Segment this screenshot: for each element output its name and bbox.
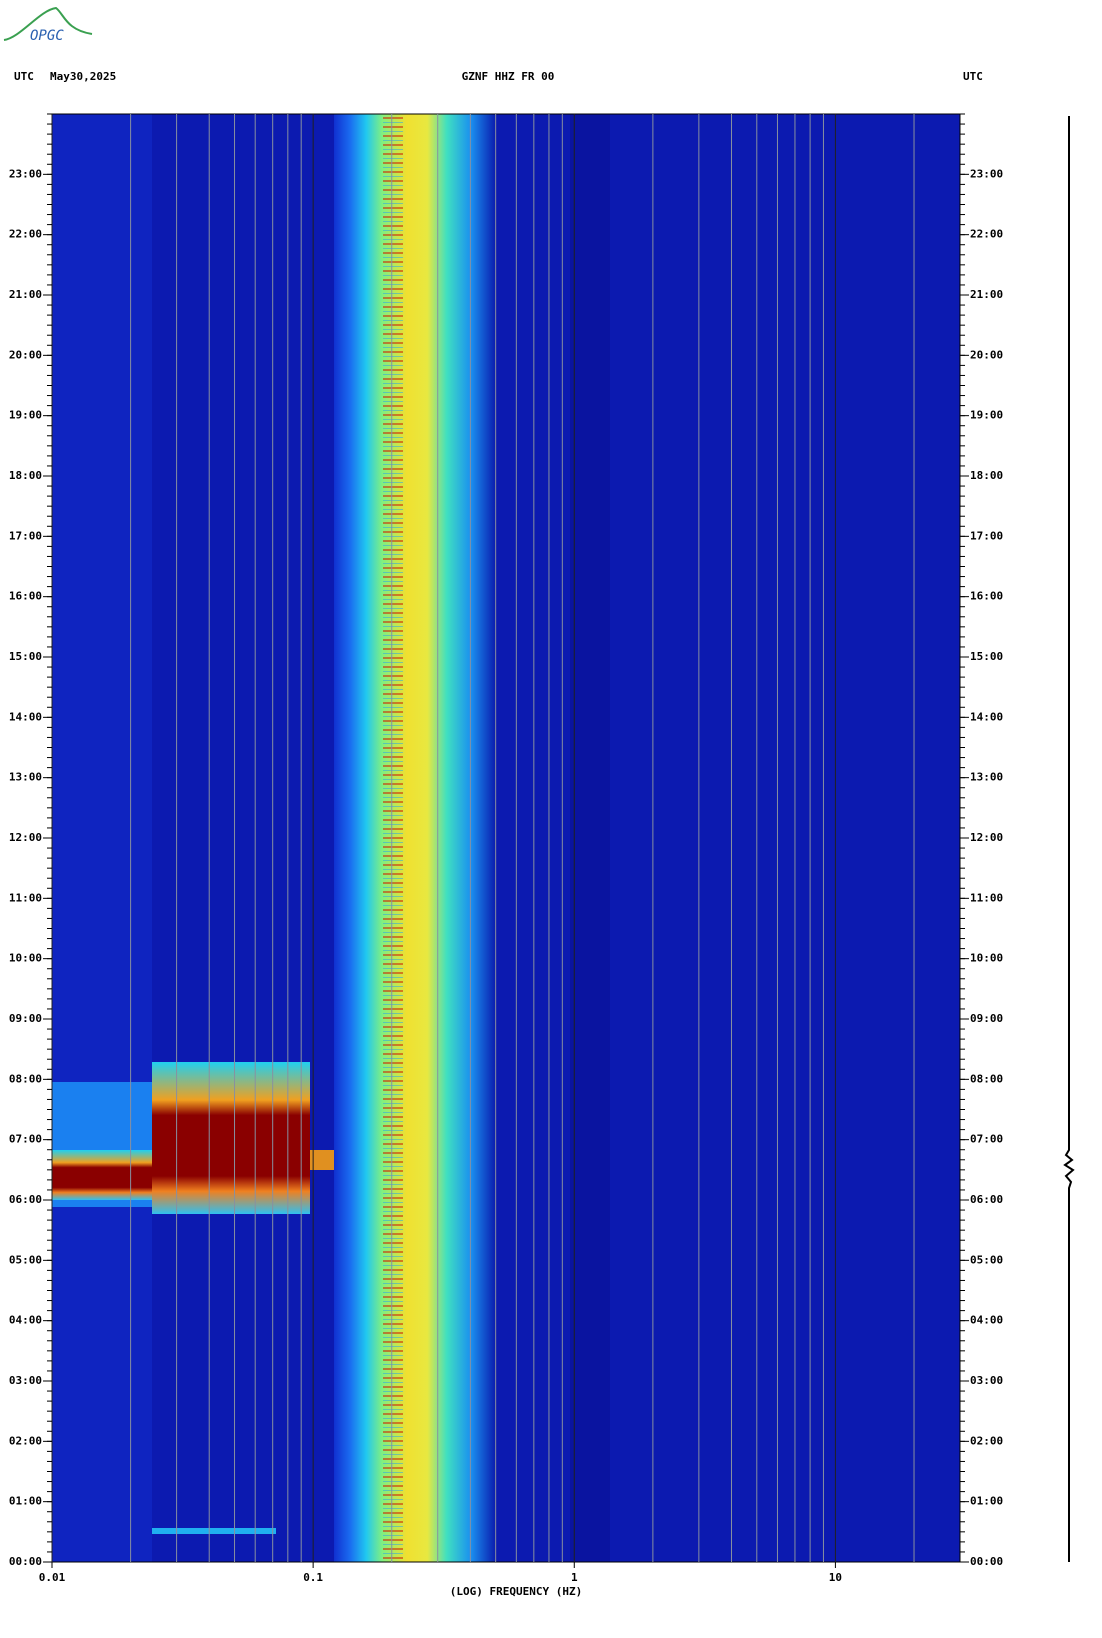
x-axis-label: (LOG) FREQUENCY (HZ) (450, 1585, 582, 1598)
y-tick-label: 00:00 (9, 1555, 42, 1568)
event-region (52, 1150, 152, 1200)
y-tick-label: 16:00 (9, 590, 42, 603)
y-tick-label: 06:00 (9, 1193, 42, 1206)
y-tick-label: 19:00 (970, 409, 1003, 422)
y-tick-label: 10:00 (9, 952, 42, 965)
spectrogram (52, 114, 960, 1562)
x-tick-label: 1 (571, 1571, 578, 1584)
y-tick-label: 18:00 (970, 469, 1003, 482)
y-tick-label: 15:00 (970, 650, 1003, 663)
logo-swoosh (3, 6, 93, 41)
microseism-peak (383, 114, 403, 1562)
y-tick-label: 17:00 (970, 529, 1003, 542)
y-tick-label: 12:00 (9, 831, 42, 844)
y-tick-label: 09:00 (9, 1012, 42, 1025)
y-tick-label: 18:00 (9, 469, 42, 482)
y-tick-label: 01:00 (9, 1495, 42, 1508)
y-tick-label: 17:00 (9, 529, 42, 542)
spectrogram-region (570, 114, 610, 1562)
y-tick-label: 21:00 (9, 288, 42, 301)
y-tick-label: 20:00 (9, 348, 42, 361)
y-tick-label: 21:00 (970, 288, 1003, 301)
y-tick-label: 07:00 (970, 1133, 1003, 1146)
spectrogram-region (52, 114, 152, 1562)
microseism-band (334, 114, 495, 1562)
y-tick-label: 13:00 (9, 771, 42, 784)
chart-title: GZNF HHZ FR 00 (462, 70, 555, 83)
y-tick-label: 22:00 (970, 228, 1003, 241)
logo: OPGC (30, 28, 64, 44)
y-tick-label: 23:00 (970, 167, 1003, 180)
date: May30,2025 (50, 70, 116, 83)
y-tick-label: 02:00 (9, 1434, 42, 1447)
y-tick-label: 04:00 (9, 1314, 42, 1327)
y-tick-label: 19:00 (9, 409, 42, 422)
y-tick-label: 02:00 (970, 1434, 1003, 1447)
y-tick-label: 09:00 (970, 1012, 1003, 1025)
waveform-trace (1063, 116, 1075, 1562)
y-tick-label: 10:00 (970, 952, 1003, 965)
event-region (232, 1125, 310, 1175)
y-tick-label: 14:00 (9, 710, 42, 723)
y-tick-label: 20:00 (970, 348, 1003, 361)
y-tick-label: 04:00 (970, 1314, 1003, 1327)
y-tick-label: 03:00 (970, 1374, 1003, 1387)
y-tick-label: 08:00 (970, 1072, 1003, 1085)
x-tick-label: 10 (829, 1571, 842, 1584)
y-tick-label: 06:00 (970, 1193, 1003, 1206)
timezone: UTC (963, 70, 983, 83)
timezone: UTC (14, 70, 34, 83)
y-tick-label: 12:00 (970, 831, 1003, 844)
y-tick-label: 22:00 (9, 228, 42, 241)
y-tick-label: 00:00 (970, 1555, 1003, 1568)
y-tick-label: 05:00 (970, 1253, 1003, 1266)
y-tick-label: 16:00 (970, 590, 1003, 603)
x-tick-label: 0.01 (39, 1571, 66, 1584)
y-tick-label: 11:00 (9, 891, 42, 904)
spectrogram-background (52, 114, 960, 1562)
y-tick-label: 14:00 (970, 710, 1003, 723)
y-tick-label: 03:00 (9, 1374, 42, 1387)
y-tick-label: 13:00 (970, 771, 1003, 784)
y-tick-label: 07:00 (9, 1133, 42, 1146)
event-region (310, 1150, 334, 1170)
y-tick-label: 05:00 (9, 1253, 42, 1266)
y-tick-label: 01:00 (970, 1495, 1003, 1508)
y-tick-label: 23:00 (9, 167, 42, 180)
y-tick-label: 15:00 (9, 650, 42, 663)
x-tick-label: 0.1 (303, 1571, 323, 1584)
y-tick-label: 11:00 (970, 891, 1003, 904)
y-tick-label: 08:00 (9, 1072, 42, 1085)
event-region (152, 1528, 276, 1534)
